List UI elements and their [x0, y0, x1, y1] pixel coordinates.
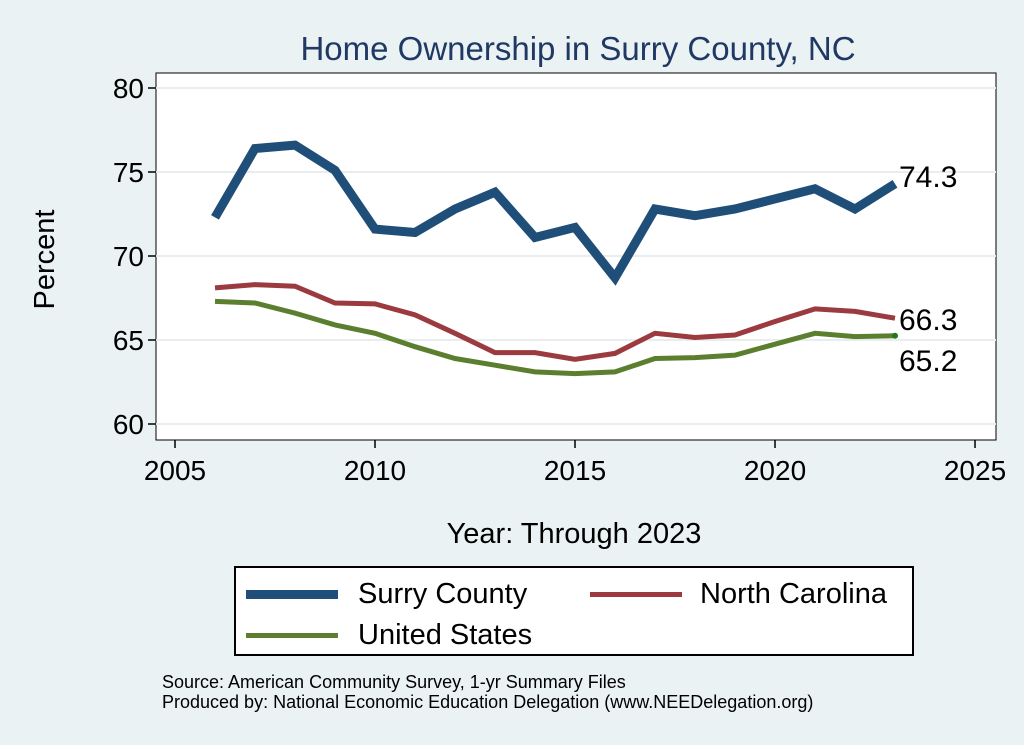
legend-item-surry-county: Surry County — [246, 578, 527, 611]
x-axis-label: Year: Through 2023 — [447, 518, 702, 550]
legend-swatch-surry-county — [246, 590, 338, 599]
data-point-surry-county — [615, 277, 616, 278]
data-point-surry-county — [375, 229, 376, 230]
data-point-surry-county — [895, 183, 896, 184]
series-line-united-states — [214, 298, 896, 377]
data-point-surry-county — [215, 217, 216, 218]
data-point-north-carolina — [575, 359, 576, 360]
data-point-north-carolina — [255, 284, 256, 285]
data-point-north-carolina — [775, 321, 776, 322]
data-point-united-states — [295, 313, 296, 314]
data-point-united-states — [215, 301, 216, 302]
data-point-north-carolina — [375, 303, 376, 304]
data-point-united-states — [655, 358, 656, 359]
data-point-surry-county — [695, 215, 696, 216]
y-tick-label: 75 — [113, 157, 144, 188]
data-label-north-carolina: 66.3 — [899, 304, 957, 337]
data-point-north-carolina — [615, 353, 616, 354]
data-point-north-carolina — [895, 318, 896, 319]
end-marker-united-states — [892, 332, 899, 339]
data-point-surry-county — [415, 232, 416, 233]
data-label-united-states: 65.2 — [899, 345, 957, 378]
y-tick-label: 60 — [113, 409, 144, 440]
data-point-united-states — [455, 358, 456, 359]
chart-title: Home Ownership in Surry County, NC — [300, 30, 855, 67]
data-point-surry-county — [855, 208, 856, 209]
data-point-north-carolina — [815, 308, 816, 309]
legend-label-north-carolina: North Carolina — [700, 578, 887, 610]
data-point-surry-county — [535, 237, 536, 238]
data-point-united-states — [415, 346, 416, 347]
data-point-united-states — [615, 371, 616, 372]
data-point-united-states — [855, 336, 856, 337]
data-point-north-carolina — [535, 352, 536, 353]
data-point-north-carolina — [655, 333, 656, 334]
data-point-north-carolina — [455, 333, 456, 334]
data-point-north-carolina — [855, 311, 856, 312]
series-line-surry-county — [211, 140, 898, 286]
producer-footnote: Produced by: National Economic Education… — [162, 692, 814, 712]
data-point-north-carolina — [735, 334, 736, 335]
chart-legend: Surry County North Carolina United State… — [234, 566, 914, 656]
legend-item-north-carolina: North Carolina — [590, 578, 887, 611]
legend-swatch-north-carolina — [590, 592, 682, 597]
data-point-united-states — [335, 324, 336, 325]
y-tick-label: 65 — [113, 325, 144, 356]
data-point-surry-county — [295, 145, 296, 146]
data-point-united-states — [775, 344, 776, 345]
series-line-north-carolina — [214, 282, 896, 362]
y-tick-label: 80 — [113, 73, 144, 104]
y-axis-label: Percent — [29, 210, 61, 310]
data-point-surry-county — [575, 227, 576, 228]
data-point-united-states — [815, 333, 816, 334]
data-point-surry-county — [655, 208, 656, 209]
y-tick-label: 70 — [113, 241, 144, 272]
data-point-united-states — [495, 365, 496, 366]
data-point-united-states — [575, 373, 576, 374]
legend-label-united-states: United States — [358, 619, 533, 651]
legend-label-surry-county: Surry County — [358, 578, 528, 610]
data-label-surry-county: 74.3 — [899, 161, 957, 194]
legend-item-united-states: United States — [246, 619, 532, 652]
source-footnote: Source: American Community Survey, 1-yr … — [162, 672, 626, 692]
data-point-north-carolina — [335, 303, 336, 304]
data-point-north-carolina — [695, 337, 696, 338]
data-point-united-states — [375, 333, 376, 334]
data-point-surry-county — [255, 148, 256, 149]
data-point-surry-county — [775, 198, 776, 199]
data-point-surry-county — [455, 208, 456, 209]
data-point-surry-county — [335, 170, 336, 171]
x-tick-label: 2015 — [544, 455, 606, 486]
data-point-north-carolina — [295, 286, 296, 287]
data-point-surry-county — [735, 208, 736, 209]
x-tick-label: 2025 — [944, 455, 1006, 486]
x-tick-label: 2005 — [144, 455, 206, 486]
line-chart: Home Ownership in Surry County, NC 60 65 70… — [29, 30, 1006, 550]
data-point-surry-county — [815, 188, 816, 189]
legend-swatch-united-states — [246, 633, 338, 638]
data-point-united-states — [695, 357, 696, 358]
data-point-north-carolina — [415, 314, 416, 315]
data-point-united-states — [255, 303, 256, 304]
data-point-north-carolina — [495, 352, 496, 353]
data-point-north-carolina — [215, 287, 216, 288]
x-tick-label: 2020 — [744, 455, 806, 486]
data-point-surry-county — [495, 192, 496, 193]
data-point-united-states — [735, 355, 736, 356]
x-tick-label: 2010 — [344, 455, 406, 486]
data-point-united-states — [535, 371, 536, 372]
